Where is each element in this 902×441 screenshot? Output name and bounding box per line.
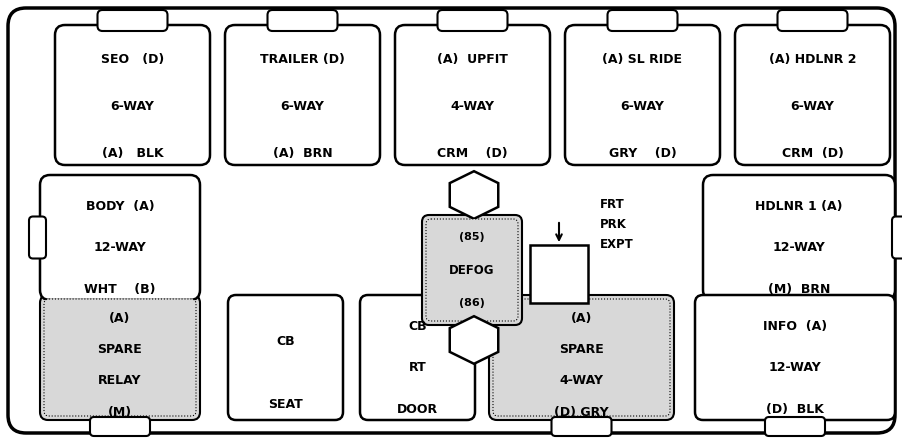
Text: 4-WAY: 4-WAY: [450, 100, 494, 113]
FancyBboxPatch shape: [97, 10, 167, 31]
Text: CRM    (D): CRM (D): [437, 147, 507, 160]
Text: RT: RT: [409, 362, 426, 374]
Text: TRAILER (D): TRAILER (D): [260, 53, 345, 67]
Text: DOOR: DOOR: [397, 403, 437, 416]
Text: SPARE: SPARE: [558, 343, 603, 356]
Text: SEO   (D): SEO (D): [101, 53, 164, 67]
Text: 6-WAY: 6-WAY: [789, 100, 833, 113]
FancyBboxPatch shape: [40, 175, 199, 300]
Text: (A) HDLNR 2: (A) HDLNR 2: [768, 53, 855, 67]
FancyBboxPatch shape: [492, 299, 669, 416]
Text: 6-WAY: 6-WAY: [110, 100, 154, 113]
FancyBboxPatch shape: [40, 295, 199, 420]
FancyBboxPatch shape: [44, 299, 196, 416]
Text: SPARE: SPARE: [97, 343, 143, 356]
FancyBboxPatch shape: [8, 8, 894, 433]
Bar: [529, 245, 587, 303]
Text: CB: CB: [276, 335, 294, 348]
FancyBboxPatch shape: [55, 25, 210, 165]
Text: 12-WAY: 12-WAY: [94, 241, 146, 254]
FancyBboxPatch shape: [777, 10, 847, 31]
FancyBboxPatch shape: [421, 215, 521, 325]
Text: 6-WAY: 6-WAY: [620, 100, 664, 113]
FancyBboxPatch shape: [607, 10, 676, 31]
FancyBboxPatch shape: [225, 25, 380, 165]
Text: (A)  UPFIT: (A) UPFIT: [437, 53, 507, 67]
FancyBboxPatch shape: [565, 25, 719, 165]
Text: EXPT: EXPT: [599, 239, 633, 251]
FancyBboxPatch shape: [695, 295, 894, 420]
FancyBboxPatch shape: [29, 217, 46, 258]
Text: SEAT: SEAT: [268, 398, 302, 411]
Text: WHT    (B): WHT (B): [84, 283, 155, 296]
FancyBboxPatch shape: [551, 417, 611, 436]
FancyBboxPatch shape: [426, 219, 518, 321]
Text: 12-WAY: 12-WAY: [772, 241, 824, 254]
Text: (A) SL RIDE: (A) SL RIDE: [602, 53, 682, 67]
Text: 6-WAY: 6-WAY: [281, 100, 324, 113]
Text: BODY  (A): BODY (A): [86, 200, 154, 213]
FancyBboxPatch shape: [360, 295, 474, 420]
Text: GRY    (D): GRY (D): [608, 147, 676, 160]
FancyBboxPatch shape: [734, 25, 889, 165]
Text: (A)   BLK: (A) BLK: [102, 147, 163, 160]
Text: 12-WAY: 12-WAY: [768, 362, 821, 374]
Text: FRT: FRT: [599, 198, 624, 212]
FancyBboxPatch shape: [394, 25, 549, 165]
Text: (A): (A): [109, 312, 131, 325]
FancyBboxPatch shape: [437, 10, 507, 31]
Text: (A): (A): [570, 312, 592, 325]
FancyBboxPatch shape: [891, 217, 902, 258]
Text: CB: CB: [408, 320, 427, 333]
Text: 4-WAY: 4-WAY: [559, 374, 603, 388]
Text: (A)  BRN: (A) BRN: [272, 147, 332, 160]
Text: (85): (85): [459, 232, 484, 242]
Text: RELAY: RELAY: [98, 374, 142, 388]
Text: CRM  (D): CRM (D): [781, 147, 842, 160]
Text: (M): (M): [108, 406, 132, 419]
Text: DEFOG: DEFOG: [449, 264, 494, 277]
Text: (D) GRY: (D) GRY: [554, 406, 608, 419]
FancyBboxPatch shape: [227, 295, 343, 420]
FancyBboxPatch shape: [489, 295, 673, 420]
Text: (D)  BLK: (D) BLK: [765, 403, 823, 416]
Polygon shape: [449, 316, 498, 364]
FancyBboxPatch shape: [703, 175, 894, 300]
Text: (86): (86): [458, 298, 484, 308]
FancyBboxPatch shape: [764, 417, 824, 436]
Polygon shape: [449, 171, 498, 219]
FancyBboxPatch shape: [90, 417, 150, 436]
Text: PRK: PRK: [599, 218, 626, 232]
Text: INFO  (A): INFO (A): [762, 320, 826, 333]
Text: HDLNR 1 (A): HDLNR 1 (A): [754, 200, 842, 213]
Text: (M)  BRN: (M) BRN: [767, 283, 829, 296]
FancyBboxPatch shape: [267, 10, 337, 31]
